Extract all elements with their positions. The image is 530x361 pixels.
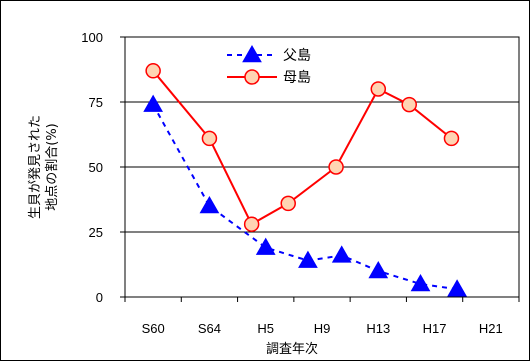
y-tick-label: 100 (81, 30, 103, 45)
series-1 (145, 63, 460, 232)
data-point (443, 130, 460, 147)
x-tick-label: S60 (142, 321, 165, 336)
x-axis-label: 調査年次 (266, 341, 318, 357)
series-0 (143, 94, 467, 297)
x-tick-label: S64 (198, 321, 221, 336)
data-point (145, 63, 161, 79)
data-point (298, 250, 318, 268)
y-axis-label: 生貝が発見された (28, 115, 43, 219)
series-line (152, 70, 453, 226)
legend-marker (242, 44, 262, 63)
y-axis-label: 地点の割合(%) (44, 123, 60, 211)
data-point (280, 195, 296, 212)
plot-border (124, 36, 520, 298)
data-point (368, 260, 389, 279)
data-point (201, 130, 218, 147)
series-line (152, 104, 458, 291)
y-tick-label: 25 (89, 225, 103, 240)
x-tick-label: H21 (479, 321, 503, 336)
data-point (255, 237, 276, 255)
x-tick-label: H13 (366, 321, 390, 336)
x-tick-label: H5 (257, 321, 274, 336)
legend-marker (244, 69, 260, 85)
y-tick-label: 50 (89, 160, 103, 175)
data-point (243, 216, 260, 232)
data-point (143, 94, 164, 112)
data-point (447, 279, 467, 297)
x-tick-label: H17 (423, 321, 447, 336)
x-tick-label: H9 (314, 321, 331, 336)
y-tick-label: 75 (89, 95, 103, 110)
data-point (401, 96, 417, 113)
data-point (199, 195, 220, 214)
legend-label: 母島 (283, 70, 311, 86)
data-point (370, 81, 387, 97)
y-tick-label: 0 (96, 290, 103, 305)
data-point (328, 159, 344, 175)
data-point (331, 245, 352, 263)
legend-label: 父島 (283, 48, 311, 64)
data-point (410, 273, 431, 292)
